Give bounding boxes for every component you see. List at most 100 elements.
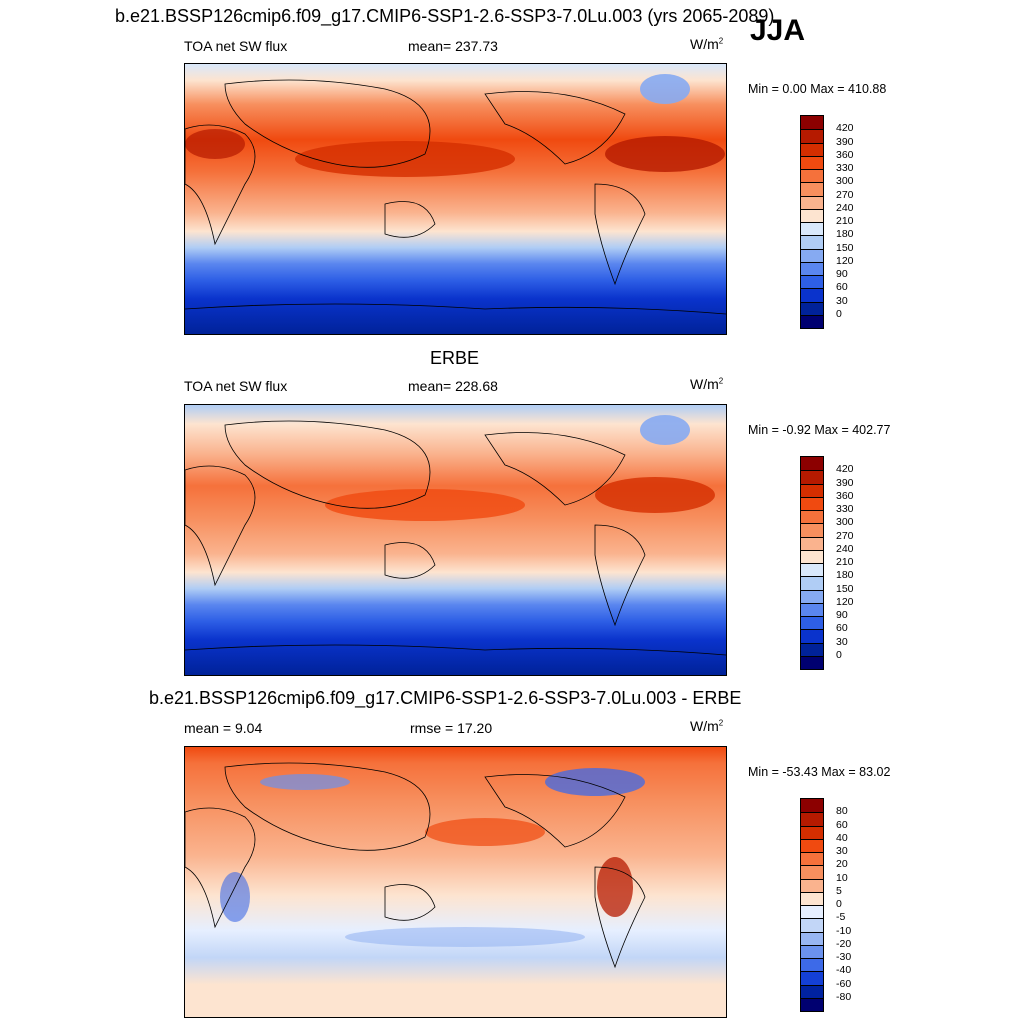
colorbar-tick-label: 210	[836, 215, 854, 227]
panel2-colorbar-labels: 420 390 360 330 300 270 240 210 180 150 120 90 60 30 0	[836, 456, 876, 670]
colorbar-swatch	[801, 235, 823, 249]
panel3-map-field	[185, 747, 726, 1017]
colorbar-tick-label: 30	[836, 845, 848, 857]
colorbar-swatch	[801, 958, 823, 972]
season-label: JJA	[750, 14, 806, 47]
colorbar-tick-label: 240	[836, 201, 854, 214]
colorbar-tick-label: 360	[836, 489, 854, 502]
panel1-left-label: TOA net SW flux	[184, 38, 288, 54]
panel2-map-field	[185, 405, 726, 675]
colorbar-tick-label: -30	[836, 951, 852, 963]
colorbar-swatch	[801, 248, 823, 262]
colorbar-tick-label: 120	[836, 254, 854, 267]
colorbar-tick-label: 40	[836, 831, 848, 844]
colorbar-swatch	[801, 971, 823, 985]
colorbar-tick-label: 360	[836, 148, 854, 161]
panel3-colorbar-labels: 80 60 40 30 20 10 5 0 -5 -10 -20 -30 -40 -60 -80	[836, 798, 876, 1012]
colorbar-tick-label: 210	[836, 556, 854, 568]
colorbar-swatch	[801, 301, 823, 315]
panel2-colorbar	[800, 456, 824, 670]
panel1-colorbar	[800, 115, 824, 329]
colorbar-tick-label: 390	[836, 135, 854, 148]
colorbar-tick-label: -60	[836, 977, 852, 990]
colorbar-tick-label: 90	[836, 609, 848, 621]
colorbar-tick-label: 120	[836, 595, 854, 608]
colorbar-swatch	[801, 523, 823, 537]
colorbar-swatch	[801, 984, 823, 998]
colorbar-tick-label: 30	[836, 294, 848, 307]
panel1-map	[184, 63, 727, 335]
colorbar-swatch	[801, 222, 823, 236]
panel1-units: W/m2	[690, 36, 724, 52]
colorbar-tick-label: 60	[836, 622, 848, 635]
colorbar-tick-label: 330	[836, 162, 854, 174]
colorbar-swatch	[801, 812, 823, 826]
panel1-colorbar-swatches	[801, 116, 823, 328]
colorbar-swatch	[801, 457, 823, 471]
colorbar-tick-label: 0	[836, 898, 842, 910]
colorbar-tick-label: 300	[836, 516, 854, 529]
panel3-center-label: rmse = 17.20	[410, 720, 493, 736]
panel1-title: b.e21.BSSP126cmip6.f09_g17.CMIP6-SSP1-2.…	[115, 6, 775, 26]
panel2-center-label: mean= 228.68	[408, 378, 498, 394]
colorbar-swatch	[801, 878, 823, 892]
colorbar-swatch	[801, 314, 823, 328]
colorbar-swatch	[801, 576, 823, 590]
panel2-title: ERBE	[430, 348, 480, 368]
colorbar-tick-label: -20	[836, 937, 852, 950]
panel1-colorbar-labels: 420 390 360 330 300 270 240 210 180 150 120 90 60 30 0	[836, 115, 876, 329]
colorbar-tick-label: -5	[836, 911, 846, 924]
colorbar-swatch	[801, 155, 823, 169]
colorbar-swatch	[801, 931, 823, 945]
colorbar-swatch	[801, 655, 823, 669]
colorbar-tick-label: 180	[836, 569, 854, 582]
colorbar-tick-label: 60	[836, 818, 848, 831]
colorbar-swatch	[801, 116, 823, 130]
colorbar-tick-label: 270	[836, 529, 854, 542]
colorbar-swatch	[801, 129, 823, 143]
colorbar-tick-label: 60	[836, 281, 848, 294]
colorbar-tick-label: 150	[836, 582, 854, 595]
colorbar-tick-label: -40	[836, 964, 852, 977]
panel2-minmax: Min = -0.92 Max = 402.77	[748, 423, 891, 437]
colorbar-tick-label: 180	[836, 228, 854, 241]
colorbar-swatch	[801, 195, 823, 209]
colorbar-tick-label: -10	[836, 924, 852, 937]
colorbar-swatch	[801, 589, 823, 603]
colorbar-tick-label: 5	[836, 884, 842, 897]
colorbar-tick-label: 80	[836, 805, 848, 818]
panel3-left-label: mean = 9.04	[184, 720, 263, 736]
colorbar-tick-label: 0	[836, 648, 842, 661]
colorbar-tick-label: 240	[836, 542, 854, 555]
panel1-center-label: mean= 237.73	[408, 38, 498, 54]
colorbar-tick-label: 10	[836, 871, 848, 884]
colorbar-tick-label: -80	[836, 990, 852, 1003]
colorbar-tick-label: 150	[836, 241, 854, 254]
panel1-minmax: Min = 0.00 Max = 410.88	[748, 82, 887, 96]
colorbar-swatch	[801, 142, 823, 156]
colorbar-swatch	[801, 825, 823, 839]
colorbar-tick-label: 420	[836, 463, 854, 476]
colorbar-swatch	[801, 838, 823, 852]
colorbar-tick-label: 0	[836, 307, 842, 320]
colorbar-swatch	[801, 799, 823, 813]
colorbar-swatch	[801, 852, 823, 866]
colorbar-tick-label: 300	[836, 175, 854, 188]
colorbar-swatch	[801, 563, 823, 577]
colorbar-swatch	[801, 918, 823, 932]
panel3-colorbar	[800, 798, 824, 1012]
colorbar-swatch	[801, 182, 823, 196]
panel3-title: b.e21.BSSP126cmip6.f09_g17.CMIP6-SSP1-2.…	[149, 688, 742, 708]
colorbar-swatch	[801, 536, 823, 550]
panel2-map	[184, 404, 727, 676]
colorbar-swatch	[801, 865, 823, 879]
colorbar-tick-label: 20	[836, 858, 848, 871]
panel2-left-label: TOA net SW flux	[184, 378, 288, 394]
colorbar-swatch	[801, 261, 823, 275]
panel2-units: W/m2	[690, 376, 724, 392]
colorbar-swatch	[801, 275, 823, 289]
panel3-colorbar-swatches	[801, 799, 823, 1011]
colorbar-swatch	[801, 629, 823, 643]
colorbar-tick-label: 30	[836, 635, 848, 648]
colorbar-swatch	[801, 616, 823, 630]
